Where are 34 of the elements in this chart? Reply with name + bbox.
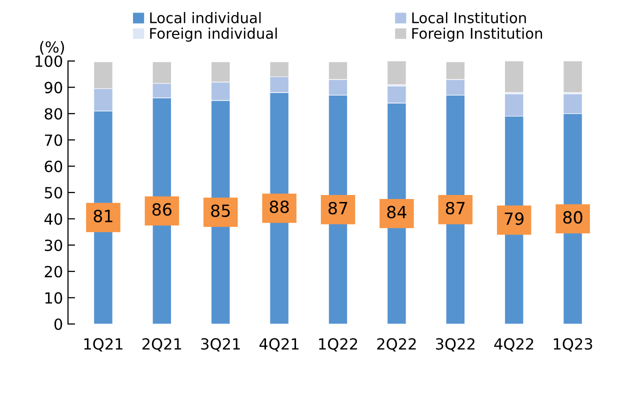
data-label: 85 bbox=[211, 204, 230, 218]
y-tick-label: 10 bbox=[45, 292, 62, 304]
legend-label: Foreign individual bbox=[150, 28, 277, 42]
x-tick-label: 1Q22 bbox=[319, 338, 358, 352]
data-label: 87 bbox=[328, 202, 348, 214]
legend-label: Local Institution bbox=[412, 12, 526, 24]
data-label: 79 bbox=[504, 212, 524, 225]
x-tick-label: 3Q21 bbox=[201, 338, 240, 352]
y-tick-label: 80 bbox=[44, 108, 62, 120]
y-tick-label: 0 bbox=[54, 318, 62, 330]
data-label: 80 bbox=[563, 211, 582, 224]
y-tick-label: 100 bbox=[36, 55, 62, 68]
legend-label: Foreign Institution bbox=[412, 28, 542, 42]
data-label: 81 bbox=[94, 210, 112, 222]
legend-label: Local individual bbox=[150, 12, 261, 24]
y-tick-label: 20 bbox=[44, 266, 62, 278]
y-tick-label: 60 bbox=[44, 160, 62, 172]
data-label: 87 bbox=[446, 202, 465, 214]
data-label: 84 bbox=[387, 206, 406, 218]
x-tick-label: 1Q23 bbox=[554, 338, 592, 352]
y-tick-label: 30 bbox=[44, 240, 62, 252]
x-tick-label: 2Q21 bbox=[142, 338, 182, 352]
x-tick-label: 4Q21 bbox=[259, 338, 298, 352]
x-tick-label: 4Q22 bbox=[494, 338, 534, 352]
x-tick-label: 3Q22 bbox=[436, 338, 474, 352]
x-tick-label: 1Q21 bbox=[84, 338, 122, 352]
y-tick-label: 50 bbox=[44, 186, 62, 199]
y-tick-label: 70 bbox=[44, 134, 62, 146]
data-label: 86 bbox=[152, 203, 172, 216]
data-label: 88 bbox=[270, 200, 289, 214]
x-tick-label: 2Q22 bbox=[377, 338, 416, 352]
y-tick-label: 40 bbox=[44, 213, 62, 225]
y-axis-title: (%) bbox=[40, 40, 64, 55]
y-tick-label: 90 bbox=[44, 82, 62, 94]
